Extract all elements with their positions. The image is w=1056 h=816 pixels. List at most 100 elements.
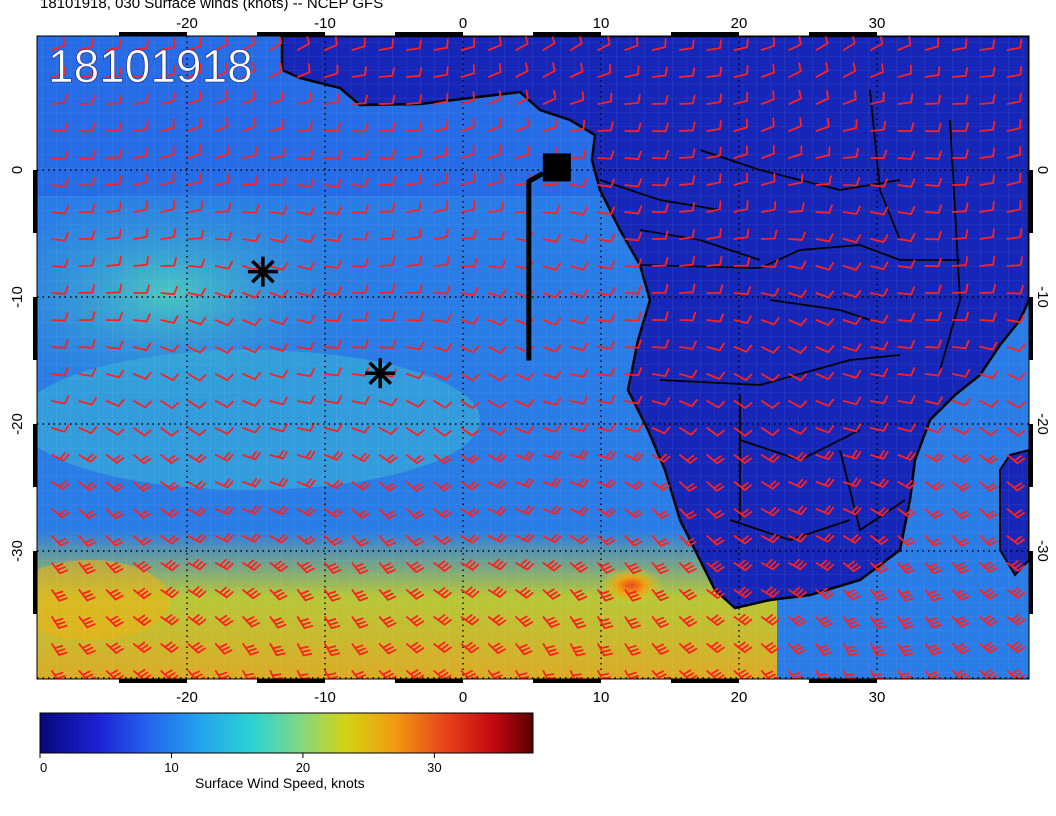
wind-barb: [51, 232, 69, 242]
wind-barb: [815, 204, 833, 214]
wind-barb: [296, 341, 315, 351]
wind-barb: [760, 63, 775, 78]
lon-tick-label-bottom: -20: [176, 689, 198, 706]
wind-barb: [1006, 285, 1024, 295]
wind-barb: [487, 533, 507, 543]
wind-barb: [815, 425, 835, 434]
square-marker: [542, 153, 571, 182]
wind-barb: [979, 481, 998, 492]
wind-barb: [515, 505, 534, 515]
wind-barb: [651, 311, 669, 321]
wind-barb: [324, 206, 343, 215]
lat-tick-left: [33, 170, 37, 233]
wind-barb: [160, 256, 177, 267]
wind-barb: [214, 202, 232, 213]
wind-barb: [788, 451, 807, 462]
wind-barb: [351, 37, 366, 51]
wind-barb: [733, 200, 749, 213]
wind-barb: [542, 344, 562, 353]
wind-barb: [706, 120, 722, 132]
wind-barb: [624, 508, 643, 519]
wind-barb: [597, 423, 616, 432]
wind-barb: [378, 589, 397, 601]
wind-barb: [815, 175, 832, 186]
wind-barb: [542, 643, 559, 656]
wind-barb: [487, 346, 507, 354]
wind-barb: [351, 452, 371, 463]
wind-barb: [214, 145, 230, 159]
wind-barb: [1006, 65, 1022, 78]
wind-barb: [78, 284, 96, 294]
wind-barb: [624, 451, 644, 462]
wind-barb: [51, 285, 69, 295]
wind-barb: [1035, 587, 1052, 597]
wind-barb: [542, 424, 561, 433]
wind-barb: [324, 535, 343, 546]
wind-barb: [378, 202, 396, 213]
wind-barb: [679, 283, 696, 294]
wind-barb: [870, 36, 884, 51]
wind-barb: [214, 36, 229, 51]
wind-barb: [870, 178, 888, 188]
wind-barb: [788, 373, 807, 382]
wind-barb: [815, 505, 835, 515]
wind-barb: [897, 286, 916, 296]
wind-barb: [433, 669, 452, 679]
wind-barb: [870, 91, 885, 105]
wind-barb: [788, 117, 802, 132]
wind-barb: [433, 587, 452, 599]
wind-barb: [378, 38, 394, 51]
wind-barb: [651, 38, 667, 51]
wind-barb: [924, 425, 944, 434]
wind-barb: [651, 150, 669, 160]
wind-barb: [242, 505, 261, 515]
wind-barb: [187, 37, 202, 51]
lon-tick-bottom: [809, 679, 877, 683]
wind-barb: [733, 427, 753, 437]
wind-barb: [515, 533, 534, 543]
wind-barb: [133, 93, 149, 105]
wind-barb: [624, 535, 643, 547]
wind-barb: [133, 39, 149, 51]
wind-barb: [351, 122, 369, 133]
wind-barb: [1035, 346, 1052, 352]
wind-barb: [624, 616, 641, 629]
wind-barb: [78, 38, 94, 51]
wind-barb: [733, 38, 749, 51]
wind-barb: [133, 120, 149, 132]
wind-barb: [78, 481, 97, 492]
wind-barb: [924, 535, 943, 547]
wind-barb: [51, 205, 69, 215]
wind-barb: [706, 641, 725, 654]
wind-barb: [351, 643, 369, 656]
wind-barb: [187, 90, 202, 105]
wind-barb: [651, 94, 669, 105]
wind-barb: [542, 670, 556, 679]
wind-barb: [460, 345, 480, 354]
wind-barb: [105, 535, 124, 547]
wind-barb: [51, 94, 68, 105]
wind-barb: [760, 533, 780, 544]
wind-barb: [924, 396, 943, 405]
wind-barb: [324, 562, 342, 574]
wind-barb: [78, 508, 97, 520]
wind-barb: [515, 670, 530, 679]
wind-barb: [706, 284, 724, 294]
wind-barb: [924, 122, 942, 133]
wind-barb: [78, 203, 96, 214]
wind-barb: [460, 286, 479, 296]
wind-barb: [1035, 146, 1047, 158]
wind-barb: [679, 508, 697, 520]
wind-barb: [242, 533, 261, 543]
wind-barb: [187, 427, 207, 437]
wind-barb: [160, 228, 176, 240]
wind-barb: [406, 121, 423, 132]
wind-barb: [78, 230, 96, 240]
wind-barb: [433, 614, 452, 626]
wind-barb: [324, 339, 342, 350]
wind-barb: [105, 642, 124, 654]
asterisk-marker: [365, 358, 396, 389]
wind-barb: [515, 587, 534, 599]
wind-barb: [679, 399, 698, 408]
wind-barb: [788, 478, 807, 489]
